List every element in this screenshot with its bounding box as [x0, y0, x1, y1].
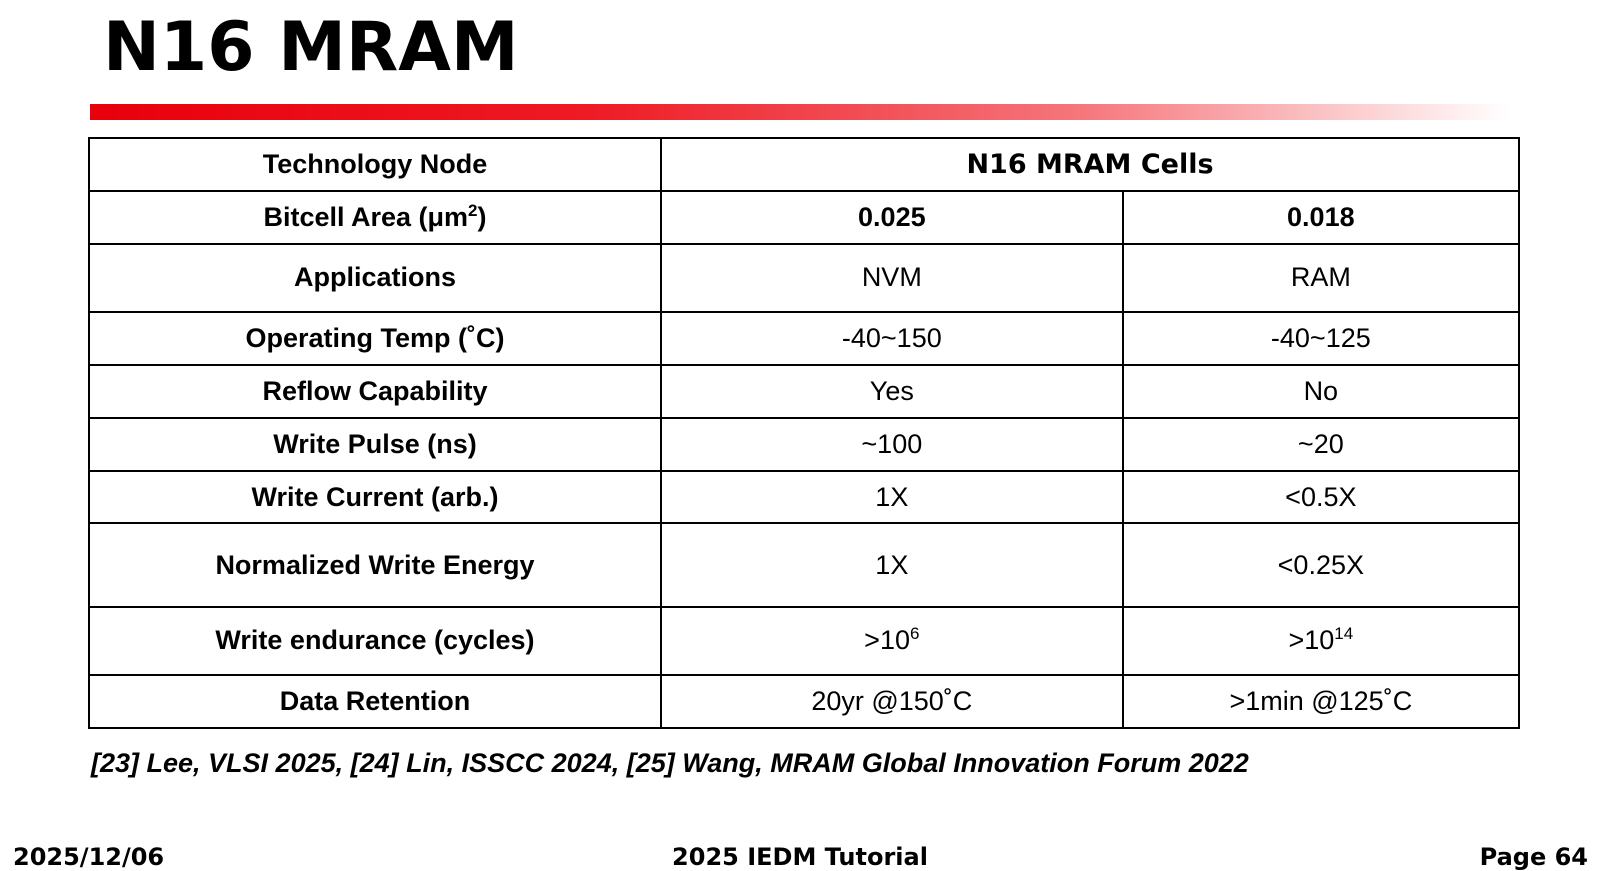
row-label: Reflow Capability	[88, 363, 662, 419]
row-label: Write endurance (cycles)	[88, 605, 662, 677]
table-row: Applications NVM RAM	[88, 242, 1521, 313]
cell-ram: ~20	[1121, 416, 1521, 472]
table-header-cells: N16 MRAM Cells	[659, 137, 1521, 192]
table-row: Normalized Write Energy 1X <0.25X	[88, 522, 1521, 608]
cell-ram: No	[1121, 363, 1521, 419]
cell-ram: >1min @125˚C	[1121, 674, 1521, 729]
table-row: Technology Node N16 MRAM Cells	[88, 137, 1521, 192]
table-row: Data Retention 20yr @150˚C >1min @125˚C	[88, 674, 1521, 729]
cell-ram: 0.018	[1121, 189, 1521, 245]
cell-ram: RAM	[1121, 242, 1521, 313]
table-row: Operating Temp (˚C) -40~150 -40~125	[88, 310, 1521, 366]
table-row: Reflow Capability Yes No	[88, 363, 1521, 419]
cell-nvm: NVM	[659, 242, 1124, 313]
row-label: Applications	[88, 242, 662, 313]
table-row: Write Current (arb.) 1X <0.5X	[88, 469, 1521, 525]
slide-title: N16 MRAM	[103, 8, 519, 87]
mram-spec-table: Technology Node N16 MRAM Cells Bitcell A…	[88, 137, 1521, 729]
table-row: Bitcell Area (μm2) 0.025 0.018	[88, 189, 1521, 245]
cell-ram: <0.25X	[1121, 522, 1521, 608]
row-label: Operating Temp (˚C)	[88, 310, 662, 366]
row-label: Bitcell Area (μm2)	[88, 189, 662, 245]
table-row: Write endurance (cycles) >106 >1014	[88, 605, 1521, 677]
row-label: Data Retention	[88, 674, 662, 729]
footer-event: 2025 IEDM Tutorial	[672, 843, 928, 871]
cell-nvm: -40~150	[659, 310, 1124, 366]
table-row: Write Pulse (ns) ~100 ~20	[88, 416, 1521, 472]
cell-nvm: 1X	[659, 469, 1124, 525]
cell-ram: >1014	[1121, 605, 1521, 677]
cell-nvm: 1X	[659, 522, 1124, 608]
cell-ram: <0.5X	[1121, 469, 1521, 525]
cell-nvm: 0.025	[659, 189, 1124, 245]
row-label: Write Current (arb.)	[88, 469, 662, 525]
title-underline-bar	[90, 104, 1510, 120]
cell-nvm: >106	[659, 605, 1124, 677]
row-label: Normalized Write Energy	[88, 522, 662, 608]
cell-nvm: Yes	[659, 363, 1124, 419]
cell-ram: -40~125	[1121, 310, 1521, 366]
row-label: Technology Node	[88, 137, 662, 192]
cell-nvm: ~100	[659, 416, 1124, 472]
footer-page-number: Page 64	[1479, 843, 1588, 871]
references-note: [23] Lee, VLSI 2025, [24] Lin, ISSCC 202…	[91, 748, 1249, 778]
row-label: Write Pulse (ns)	[88, 416, 662, 472]
cell-nvm: 20yr @150˚C	[659, 674, 1124, 729]
